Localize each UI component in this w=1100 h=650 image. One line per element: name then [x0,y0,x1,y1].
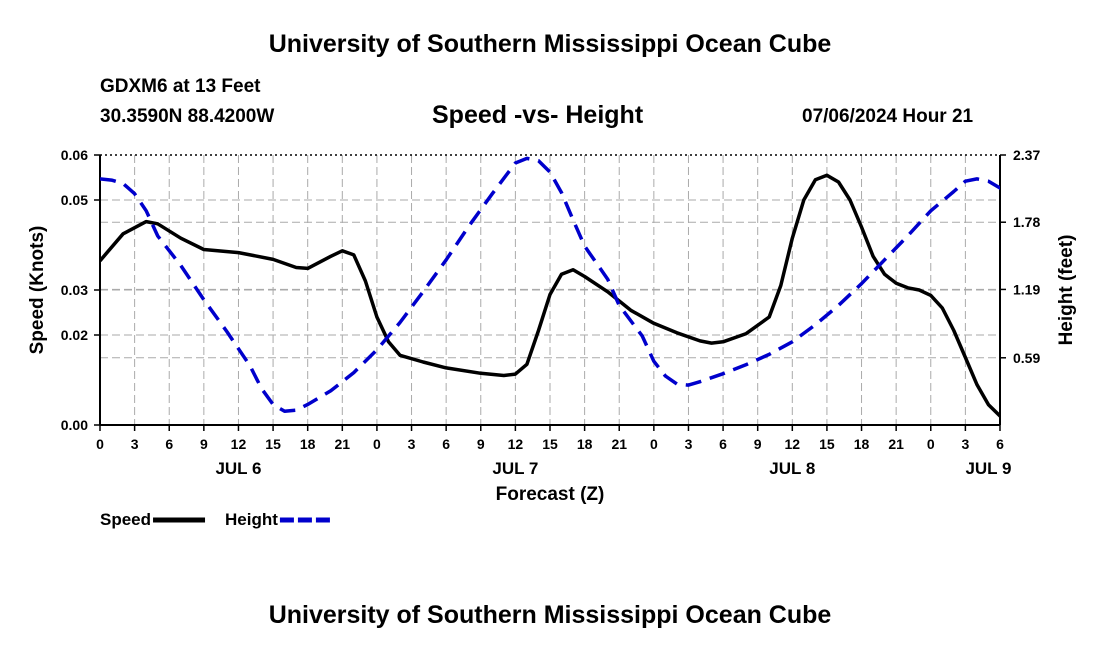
y-tick-label: 0.05 [61,192,88,208]
x-tick-label: 15 [819,436,835,452]
legend-label-height: Height [225,510,278,529]
series-line-height [100,156,1000,414]
legend-label-speed: Speed [100,510,151,529]
y2-axis-title: Height (feet) [1056,235,1077,346]
x-tick-label: 9 [477,436,485,452]
x-tick-label: 3 [961,436,969,452]
x-tick-label: 21 [335,436,351,452]
x-tick-label: 0 [927,436,935,452]
x-tick-label: 6 [719,436,727,452]
x-tick-label: 18 [577,436,593,452]
x-tick-label: 6 [442,436,450,452]
y-tick-label: 0.03 [61,282,88,298]
grid [100,154,1000,425]
station-coords: 30.3590N 88.4200W [100,106,275,127]
y-axis-title: Speed (Knots) [27,226,48,355]
x-tick-label: 6 [165,436,173,452]
y-tick-label: 0.00 [61,417,88,433]
x-tick-label: 3 [408,436,416,452]
page-title: University of Southern Mississippi Ocean… [268,30,832,58]
x-tick-label: 9 [754,436,762,452]
x-tick-label: 12 [508,436,524,452]
x-tick-label: 0 [650,436,658,452]
day-label: JUL 7 [492,459,538,478]
x-tick-label: 21 [888,436,904,452]
x-tick-label: 15 [542,436,558,452]
y2-tick-label: 2.37 [1013,147,1040,163]
x-tick-label: 12 [231,436,247,452]
x-tick-label: 3 [131,436,139,452]
series-line-speed [100,173,1000,418]
day-label: JUL 9 [965,459,1011,478]
x-tick-label: 15 [265,436,281,452]
forecast-datetime: 07/06/2024 Hour 21 [802,106,974,127]
y-tick-label: 0.02 [61,327,88,343]
day-label: JUL 8 [769,459,815,478]
axes [94,154,1006,431]
day-label: JUL 6 [215,459,261,478]
legend: Speed Height [100,510,332,529]
speed-height-chart: 0 3 6 9 12 15 18 21 0 3 6 9 12 15 18 21 0 3 6 9 12 15 18 21 0 3 6 J… [27,147,1077,529]
x-tick-label: 0 [96,436,104,452]
series [100,156,1000,418]
x-tick-label: 18 [854,436,870,452]
y-tick-label: 0.06 [61,147,88,163]
station-label: GDXM6 at 13 Feet [100,76,261,97]
x-tick-label: 0 [373,436,381,452]
x-tick-label: 3 [685,436,693,452]
y2-tick-label: 1.19 [1013,281,1040,297]
x-tick-label: 9 [200,436,208,452]
x-tick-label: 18 [300,436,316,452]
chart-subtitle: Speed -vs- Height [432,101,644,129]
footer-title: University of Southern Mississippi Ocean… [268,601,832,629]
x-axis-title: Forecast (Z) [496,484,605,505]
y2-tick-label: 0.59 [1013,350,1040,366]
x-tick-label: 6 [996,436,1004,452]
y2-tick-label: 1.78 [1013,214,1040,230]
x-tick-label: 21 [611,436,627,452]
tick-labels: 0 3 6 9 12 15 18 21 0 3 6 9 12 15 18 21 0 3 6 9 12 15 18 21 0 3 6 J… [27,147,1077,505]
x-tick-label: 12 [785,436,801,452]
